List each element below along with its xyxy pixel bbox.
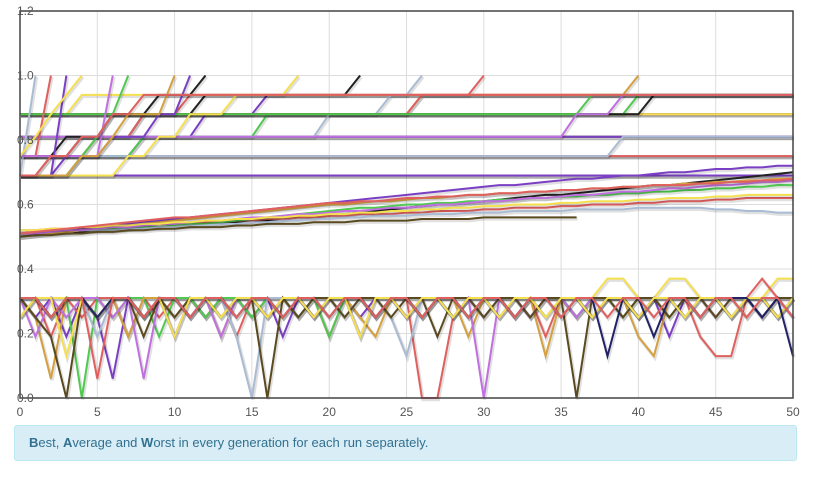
fitness-line-chart: 0.0 0.2 0.4 0.6 0.8 1.0 1.2 0 5 10 15 20 25 30 35 40 45… bbox=[17, 4, 800, 419]
best-series-shadow bbox=[21, 75, 487, 118]
plot-frame bbox=[19, 10, 794, 399]
best-series-shadow bbox=[21, 75, 301, 179]
x-tick-label: 45 bbox=[709, 405, 723, 419]
best-series-shadow bbox=[21, 94, 794, 118]
average-series-shadow bbox=[21, 194, 794, 234]
best-series-line bbox=[20, 93, 793, 177]
average-series-shadow bbox=[21, 180, 795, 237]
average-series-shadow bbox=[20, 178, 795, 237]
worst-series-shadow bbox=[21, 278, 794, 302]
average-series-line bbox=[19, 164, 793, 235]
chart-series-group bbox=[19, 74, 796, 402]
best-series-shadow bbox=[21, 76, 193, 179]
x-tick-label: 20 bbox=[323, 405, 337, 419]
average-series-line bbox=[20, 184, 793, 235]
best-series-shadow bbox=[21, 94, 794, 118]
y-tick-label: 0.0 bbox=[17, 391, 34, 405]
worst-series-shadow bbox=[19, 295, 796, 365]
y-axis-tick-labels: 0.0 0.2 0.4 0.6 0.8 1.0 1.2 bbox=[17, 4, 34, 405]
x-tick-label: 25 bbox=[400, 405, 414, 419]
best-series-shadow bbox=[21, 136, 794, 160]
x-tick-label: 10 bbox=[168, 405, 182, 419]
best-series-line bbox=[20, 135, 793, 158]
best-series-shadow bbox=[21, 76, 70, 179]
x-tick-label: 40 bbox=[632, 405, 646, 419]
worst-series-line bbox=[20, 297, 794, 379]
x-tick-label: 50 bbox=[786, 405, 800, 419]
caption-best-initial: B bbox=[29, 435, 39, 450]
best-series-shadow bbox=[21, 75, 208, 160]
best-series-shadow bbox=[21, 75, 425, 141]
worst-series-shadow bbox=[19, 295, 796, 400]
average-series-line bbox=[20, 193, 793, 232]
average-series-shadow bbox=[20, 217, 578, 240]
y-tick-label: 0.4 bbox=[17, 262, 34, 276]
x-tick-label: 15 bbox=[245, 405, 259, 419]
x-tick-label: 30 bbox=[477, 405, 491, 419]
best-series-shadow bbox=[21, 94, 794, 118]
best-series-shadow bbox=[21, 76, 54, 160]
average-series-line bbox=[20, 179, 794, 235]
best-series-shadow bbox=[21, 76, 178, 179]
y-tick-label: 0.2 bbox=[17, 327, 34, 341]
best-series-shadow bbox=[19, 76, 39, 178]
y-tick-label: 1.2 bbox=[17, 4, 34, 18]
y-tick-label: 1.0 bbox=[17, 69, 34, 83]
average-series-line bbox=[19, 216, 577, 238]
worst-series-shadow bbox=[21, 297, 796, 400]
y-tick-label: 0.6 bbox=[17, 198, 34, 212]
y-tick-label: 0.8 bbox=[17, 133, 34, 147]
best-series-line bbox=[19, 75, 37, 176]
best-series-shadow bbox=[19, 75, 85, 159]
best-series-line bbox=[20, 75, 176, 177]
best-series-shadow bbox=[21, 94, 794, 141]
average-series-line bbox=[19, 177, 794, 235]
caption-text-2: verage and bbox=[72, 435, 142, 450]
x-tick-label: 0 bbox=[17, 405, 24, 419]
best-series-shadow bbox=[21, 76, 131, 179]
x-tick-label: 5 bbox=[94, 405, 101, 419]
best-series-shadow bbox=[21, 94, 794, 179]
x-tick-label: 35 bbox=[554, 405, 568, 419]
x-axis-tick-labels: 0 5 10 15 20 25 30 35 40 45 50 bbox=[17, 405, 800, 419]
chart-caption: Best, Average and Worst in every generat… bbox=[14, 425, 797, 461]
best-series-shadow bbox=[21, 94, 794, 179]
best-series-shadow bbox=[21, 76, 116, 160]
best-series-shadow bbox=[21, 75, 363, 160]
best-series-shadow bbox=[21, 94, 794, 179]
caption-text-3: orst in every generation for each run se… bbox=[153, 435, 429, 450]
caption-text-1: est, bbox=[38, 435, 63, 450]
best-series-shadow bbox=[21, 75, 641, 118]
caption-average-initial: A bbox=[62, 435, 73, 450]
best-series-line bbox=[20, 74, 423, 138]
best-series-shadow bbox=[21, 94, 794, 160]
caption-worst-initial: W bbox=[141, 435, 154, 450]
average-series-line bbox=[20, 206, 793, 235]
best-series-line bbox=[19, 74, 83, 157]
